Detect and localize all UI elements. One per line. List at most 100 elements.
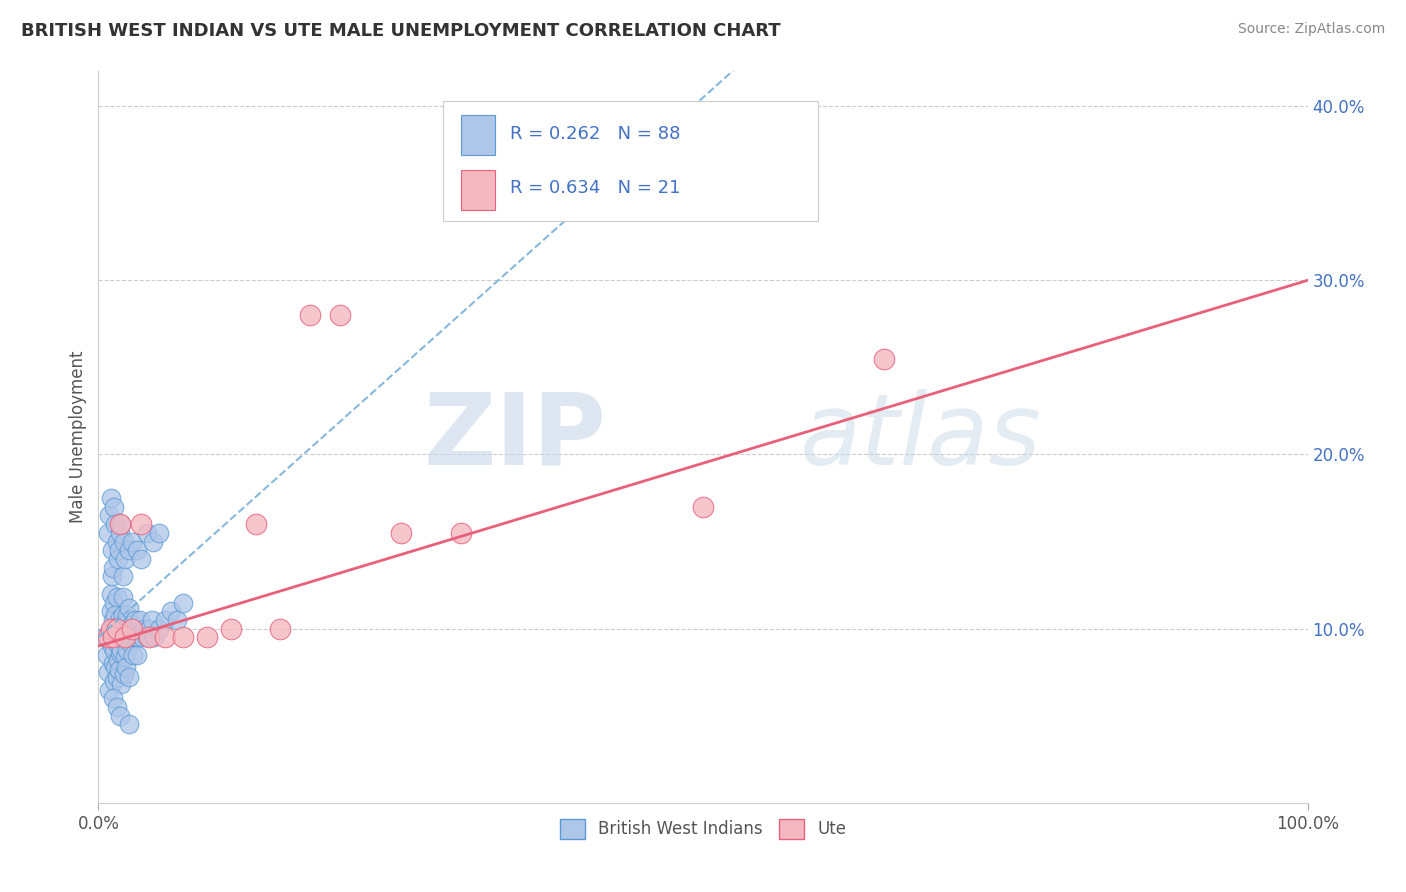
Point <box>120 618 142 632</box>
Point <box>107 653 129 667</box>
Point <box>166 613 188 627</box>
Point <box>138 622 160 636</box>
Point <box>107 618 129 632</box>
Point <box>97 665 120 680</box>
Point <box>329 308 352 322</box>
Point <box>103 500 125 514</box>
Point <box>104 625 127 640</box>
Point <box>450 525 472 540</box>
Point <box>108 525 131 540</box>
Point <box>100 491 122 505</box>
Point <box>299 308 322 322</box>
Point <box>111 569 134 583</box>
FancyBboxPatch shape <box>443 101 818 221</box>
Point <box>104 517 127 532</box>
Point <box>148 525 170 540</box>
Point <box>125 631 148 645</box>
Point <box>108 664 131 678</box>
Point <box>124 613 146 627</box>
Point <box>873 351 896 366</box>
Point <box>692 500 714 514</box>
Point <box>93 631 115 645</box>
Point <box>129 517 152 532</box>
Text: ZIP: ZIP <box>423 389 606 485</box>
Point <box>100 604 122 618</box>
Point <box>153 613 176 627</box>
Point <box>110 517 132 532</box>
Point <box>97 525 120 540</box>
Point <box>105 700 128 714</box>
Point <box>160 604 183 618</box>
Point <box>112 632 135 646</box>
Point <box>98 508 121 523</box>
Text: R = 0.262   N = 88: R = 0.262 N = 88 <box>509 125 681 143</box>
Point <box>101 631 124 645</box>
Point <box>108 611 131 625</box>
Point <box>100 587 122 601</box>
Point <box>100 622 122 636</box>
Point <box>108 646 131 660</box>
Point <box>100 543 122 558</box>
Point <box>108 629 131 643</box>
Point <box>172 631 194 645</box>
Point <box>112 534 135 549</box>
Point <box>117 607 139 622</box>
Point <box>118 670 141 684</box>
Point <box>104 607 127 622</box>
Point <box>111 607 134 622</box>
Point <box>105 622 128 636</box>
Point <box>100 569 122 583</box>
Point <box>96 648 118 662</box>
Point <box>122 648 145 662</box>
Point <box>111 625 134 640</box>
Point <box>114 552 136 566</box>
Point <box>118 543 141 558</box>
Point <box>101 613 124 627</box>
Point <box>138 631 160 645</box>
Point <box>110 677 132 691</box>
Point <box>100 622 122 636</box>
Point <box>195 631 218 645</box>
Point <box>105 635 128 649</box>
Point <box>143 631 166 645</box>
Point <box>101 691 124 706</box>
Point <box>103 642 125 657</box>
Point <box>108 543 131 558</box>
Point <box>269 622 291 636</box>
Point <box>114 615 136 629</box>
Point <box>101 631 124 645</box>
Point <box>108 708 131 723</box>
FancyBboxPatch shape <box>461 115 495 155</box>
FancyBboxPatch shape <box>461 170 495 211</box>
Point <box>128 613 150 627</box>
Point <box>111 591 134 605</box>
Point <box>127 631 149 645</box>
Point <box>121 631 143 645</box>
Text: atlas: atlas <box>800 389 1042 485</box>
Point <box>153 631 176 645</box>
Point <box>118 635 141 649</box>
Point <box>131 631 153 645</box>
Point <box>101 560 124 574</box>
Point <box>129 552 152 566</box>
Point <box>115 625 138 640</box>
Point <box>105 670 128 684</box>
Point <box>103 595 125 609</box>
Point <box>110 642 132 657</box>
Legend: British West Indians, Ute: British West Indians, Ute <box>553 812 853 846</box>
Point <box>172 595 194 609</box>
Point <box>101 657 124 671</box>
Point <box>108 517 131 532</box>
Point <box>105 591 128 605</box>
Point <box>148 622 170 636</box>
Point <box>245 517 267 532</box>
Text: R = 0.634   N = 21: R = 0.634 N = 21 <box>509 179 681 197</box>
Point <box>104 660 127 674</box>
Point <box>135 631 157 645</box>
Point <box>112 667 135 681</box>
Text: BRITISH WEST INDIAN VS UTE MALE UNEMPLOYMENT CORRELATION CHART: BRITISH WEST INDIAN VS UTE MALE UNEMPLOY… <box>21 22 780 40</box>
Point <box>135 525 157 540</box>
Point <box>134 622 156 636</box>
Point <box>141 613 163 627</box>
Point <box>117 642 139 657</box>
